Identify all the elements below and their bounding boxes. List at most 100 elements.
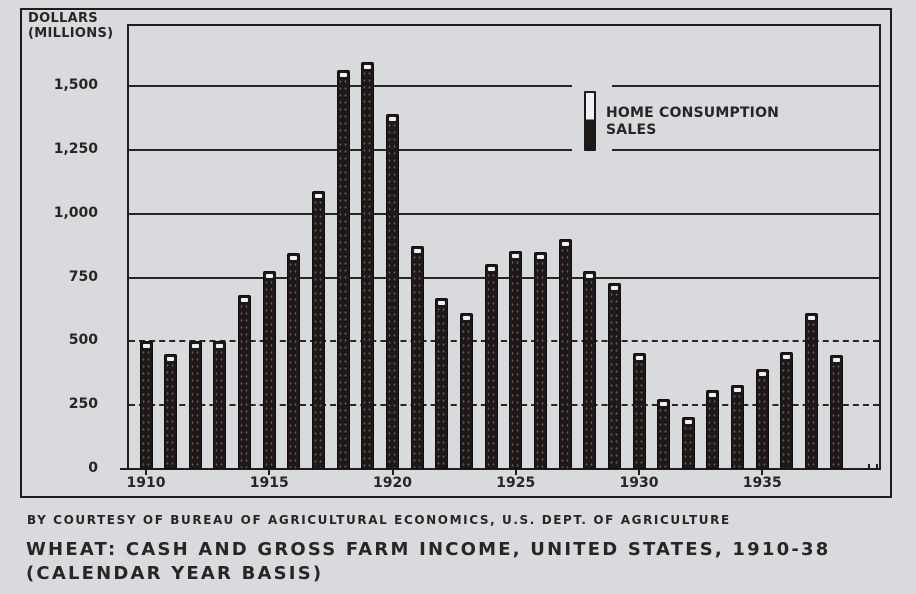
y-tick-label: 750 xyxy=(68,268,98,285)
bar-1930 xyxy=(632,352,646,469)
home-consumption-segment xyxy=(389,117,396,122)
bar-1914 xyxy=(238,295,252,469)
credit-line: BY COURTESY OF BUREAU OF AGRICULTURAL EC… xyxy=(27,513,731,527)
y-tick-label: 1,000 xyxy=(53,204,98,221)
x-tick-label: 1920 xyxy=(373,475,412,491)
bar-1910 xyxy=(139,340,153,469)
home-consumption-segment xyxy=(167,357,175,362)
bar-1923 xyxy=(459,313,473,469)
home-consumption-segment xyxy=(191,343,199,348)
bar-1911 xyxy=(164,354,178,469)
bar-1929 xyxy=(607,282,621,469)
home-consumption-segment xyxy=(462,316,470,321)
gridline xyxy=(129,404,879,407)
x-tick-mark xyxy=(268,470,271,475)
bar-1922 xyxy=(435,298,449,469)
home-consumption-segment xyxy=(709,392,717,397)
x-tick-label: 1935 xyxy=(742,475,782,491)
home-consumption-segment xyxy=(413,248,421,253)
bar-1915 xyxy=(262,271,276,469)
bar-1931 xyxy=(657,398,671,469)
x-axis-line xyxy=(120,468,881,470)
home-consumption-segment xyxy=(512,253,520,258)
legend-home-consumption: HOME CONSUMPTION xyxy=(606,105,780,121)
x-tick-mark xyxy=(145,470,147,475)
home-consumption-segment xyxy=(241,298,249,303)
bar-1935 xyxy=(755,369,769,469)
y-tick-label: 250 xyxy=(68,396,98,413)
home-consumption-segment xyxy=(808,316,816,321)
bar-1937 xyxy=(805,313,819,469)
y-tick-label: 500 xyxy=(68,332,98,349)
home-consumption-segment xyxy=(142,343,150,348)
y-axis-label-line1: DOLLARS xyxy=(28,11,98,26)
home-consumption-segment xyxy=(339,72,347,77)
x-tick-mark xyxy=(391,470,394,475)
gridline xyxy=(129,85,879,88)
home-consumption-segment xyxy=(216,343,224,348)
chart-frame xyxy=(20,8,892,498)
gridline xyxy=(129,149,879,151)
x-tick-mark xyxy=(638,470,640,475)
home-consumption-segment xyxy=(610,285,618,290)
legend-gap-top xyxy=(572,84,612,92)
x-minor-tick xyxy=(876,464,878,469)
home-consumption-segment xyxy=(561,242,569,247)
bar-1925 xyxy=(509,250,523,469)
legend-gap-bottom xyxy=(572,148,612,156)
plot-area xyxy=(127,24,881,470)
bar-1913 xyxy=(213,340,227,469)
bar-1912 xyxy=(188,340,202,469)
bar-1927 xyxy=(558,239,572,469)
gridline xyxy=(129,276,879,279)
legend-swatch-icon xyxy=(584,91,596,151)
bar-1919 xyxy=(361,61,375,469)
bar-1926 xyxy=(533,252,547,469)
x-tick-label: 1925 xyxy=(496,475,536,491)
home-consumption-segment xyxy=(660,401,668,406)
home-consumption-segment xyxy=(265,274,273,279)
gridline xyxy=(129,212,879,215)
x-tick-label: 1915 xyxy=(249,475,289,491)
bar-1933 xyxy=(706,389,720,469)
y-axis-label: DOLLARS (MILLIONS) xyxy=(28,11,113,41)
home-consumption-segment xyxy=(315,193,323,198)
y-tick-label: 0 xyxy=(88,460,98,476)
x-tick-mark xyxy=(761,470,764,475)
bar-1921 xyxy=(410,245,424,469)
bar-1924 xyxy=(484,263,498,469)
home-consumption-segment xyxy=(364,64,372,69)
bar-1917 xyxy=(312,190,326,469)
home-consumption-segment xyxy=(586,274,594,279)
y-tick-label: 1,250 xyxy=(53,141,98,157)
home-consumption-segment xyxy=(758,372,766,377)
x-minor-tick xyxy=(868,464,870,469)
home-consumption-segment xyxy=(734,387,742,392)
bar-1918 xyxy=(336,69,350,469)
home-consumption-segment xyxy=(290,256,298,261)
y-axis-label-line2: (MILLIONS) xyxy=(28,26,114,41)
bar-1928 xyxy=(583,271,597,469)
home-consumption-segment xyxy=(536,255,544,260)
x-tick-label: 1910 xyxy=(126,475,166,491)
bar-1920 xyxy=(386,114,399,469)
gridline xyxy=(129,340,879,343)
bar-1934 xyxy=(731,384,745,469)
legend-sales: SALES xyxy=(606,122,657,138)
chart-subtitle: (CALENDAR YEAR BASIS) xyxy=(26,563,324,584)
home-consumption-segment xyxy=(684,419,692,424)
chart-title-main: WHEAT: CASH AND GROSS FARM INCOME, UNITE… xyxy=(26,539,831,560)
y-tick-label: 1,500 xyxy=(53,77,98,94)
home-consumption-segment xyxy=(635,355,643,360)
home-consumption-segment xyxy=(438,301,446,306)
bar-1932 xyxy=(681,416,695,469)
bar-1938 xyxy=(829,355,843,469)
x-tick-mark xyxy=(514,470,517,475)
bar-1916 xyxy=(287,253,301,469)
chart-title: WHEAT: CASH AND GROSS FARM INCOME, UNITE… xyxy=(26,538,830,586)
home-consumption-segment xyxy=(832,358,840,363)
x-tick-label: 1930 xyxy=(619,475,659,491)
home-consumption-segment xyxy=(487,266,495,271)
bar-1936 xyxy=(780,351,794,469)
home-consumption-segment xyxy=(783,354,791,359)
